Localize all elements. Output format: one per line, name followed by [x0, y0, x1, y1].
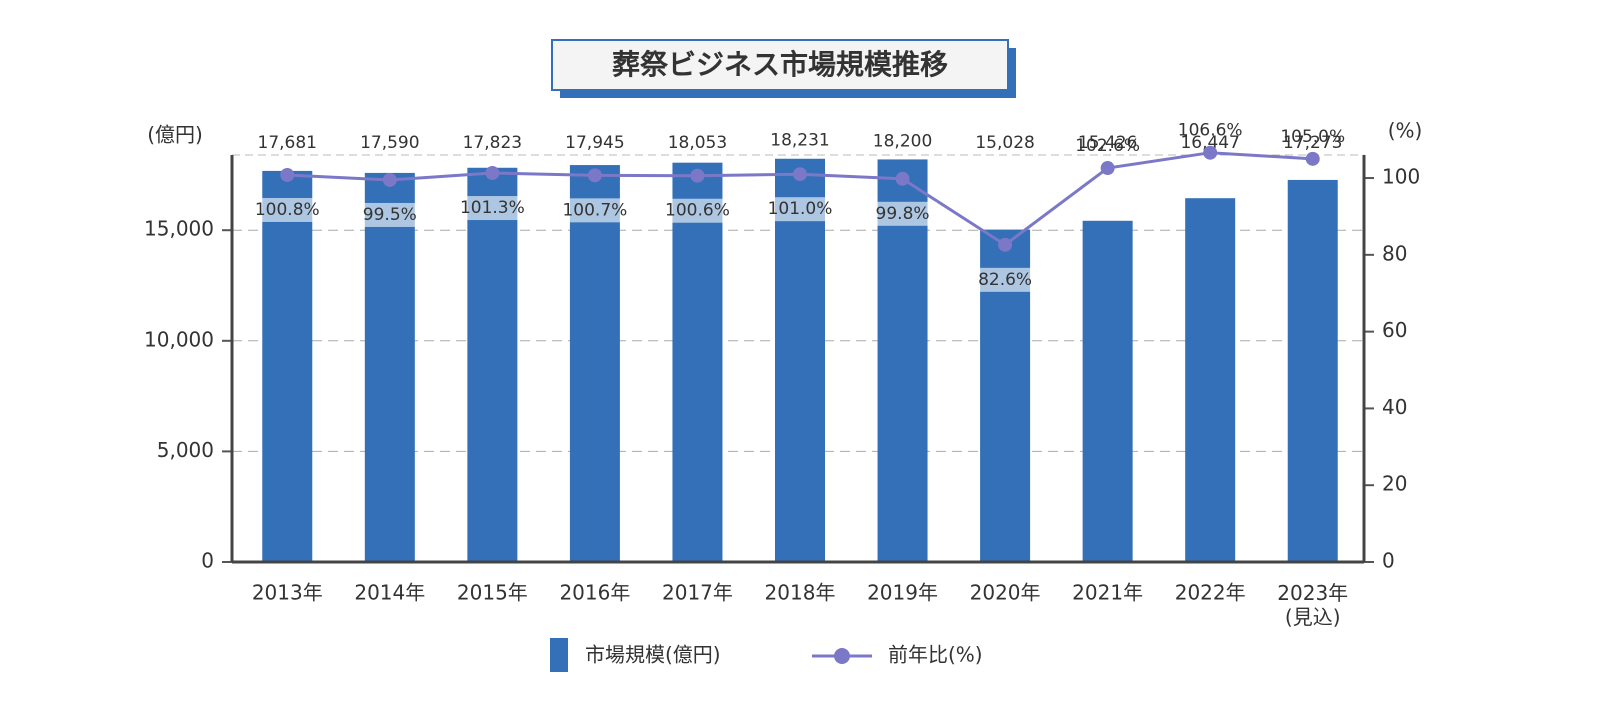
line-value-label: 100.7% [562, 200, 627, 220]
line-point [382, 172, 397, 187]
title-box [551, 39, 1009, 91]
bar-value-label: 15,028 [975, 133, 1034, 153]
line-point [895, 171, 910, 186]
chart-title: 葬祭ビジネス市場規模推移 [612, 48, 948, 81]
label-bg [560, 198, 629, 223]
label-bg [971, 267, 1040, 292]
label-bg [868, 201, 937, 226]
x-tick-label: 2022年 [1175, 581, 1246, 605]
line-point [690, 168, 705, 183]
line-point [485, 166, 500, 181]
bar [569, 165, 620, 563]
y2-tick-label: 80 [1382, 241, 1407, 265]
y-tick-label: 10,000 [144, 327, 214, 351]
line-value-label: 82.6% [978, 270, 1032, 290]
bar-value-label: 18,231 [770, 131, 829, 151]
bar-value-label: 15,426 [1078, 133, 1137, 153]
legend-label: 前年比(%) [888, 643, 983, 667]
line-point [280, 167, 295, 182]
line-value-label: 101.3% [460, 198, 525, 218]
x-tick-label: 2014年 [354, 581, 425, 605]
y2-tick-label: 100 [1382, 165, 1420, 189]
y-axis-label: (億円) [147, 123, 203, 147]
line-point [1100, 161, 1115, 176]
legend-dot [834, 648, 850, 664]
label-bg [458, 196, 527, 221]
label-bg [766, 197, 834, 222]
y2-tick-label: 40 [1382, 395, 1407, 419]
x-tick-label: 2017年 [662, 581, 733, 605]
line-value-label: 100.6% [665, 201, 730, 221]
label-bg [253, 197, 322, 222]
line-value-label: 105.0% [1280, 127, 1345, 147]
line-value-label: 101.0% [768, 199, 833, 219]
x-tick-label: 2018年 [765, 581, 836, 605]
bar-value-label: 16,447 [1180, 133, 1239, 153]
bar [467, 167, 518, 562]
y2-axis-label: (%) [1388, 119, 1423, 143]
bar-value-label: 18,053 [668, 133, 727, 153]
y2-tick-label: 0 [1382, 549, 1395, 573]
legend-swatch [550, 638, 568, 672]
line-point [1203, 145, 1218, 160]
y2-tick-label: 60 [1382, 318, 1407, 342]
y-tick-label: 0 [201, 549, 214, 573]
label-bg [663, 198, 732, 223]
line-value-label: 106.6% [1178, 121, 1243, 141]
x-tick-label: 2021年 [1072, 581, 1143, 605]
bar-value-label: 17,823 [463, 133, 522, 153]
bar [1185, 198, 1236, 562]
bar [877, 159, 928, 562]
label-bg [355, 202, 424, 227]
bar [1287, 179, 1338, 562]
line-value-label: 100.8% [255, 200, 320, 220]
x-tick-label: 2020年 [970, 581, 1041, 605]
y-tick-label: 5,000 [157, 438, 214, 462]
bar-value-label: 18,200 [873, 131, 932, 151]
y-tick-label: 15,000 [144, 217, 214, 241]
bar-value-label: 17,273 [1283, 133, 1342, 153]
bar [775, 158, 825, 562]
bar [672, 162, 723, 563]
bar [1082, 220, 1133, 563]
bar-value-label: 17,945 [565, 133, 624, 153]
legend-label: 市場規模(億円) [585, 643, 721, 667]
bar [262, 170, 313, 562]
x-tick-label: 2016年 [559, 581, 630, 605]
bar-value-label: 17,590 [360, 133, 419, 153]
x-tick-label: 2015年 [457, 581, 528, 605]
x-tick-label: 2019年 [867, 581, 938, 605]
line-point [998, 237, 1013, 252]
line-point [587, 168, 602, 183]
line-value-label: 99.5% [363, 205, 417, 225]
line-value-label: 99.8% [876, 204, 930, 224]
line-value-label: 102.6% [1075, 136, 1140, 156]
line-point [793, 167, 807, 182]
line-point [1305, 151, 1320, 166]
bar [364, 172, 415, 562]
bar-value-label: 17,681 [258, 133, 317, 153]
x-tick-label: 2023年(見込) [1277, 581, 1348, 629]
x-tick-label: 2013年 [252, 581, 323, 605]
y2-tick-label: 20 [1382, 472, 1407, 496]
